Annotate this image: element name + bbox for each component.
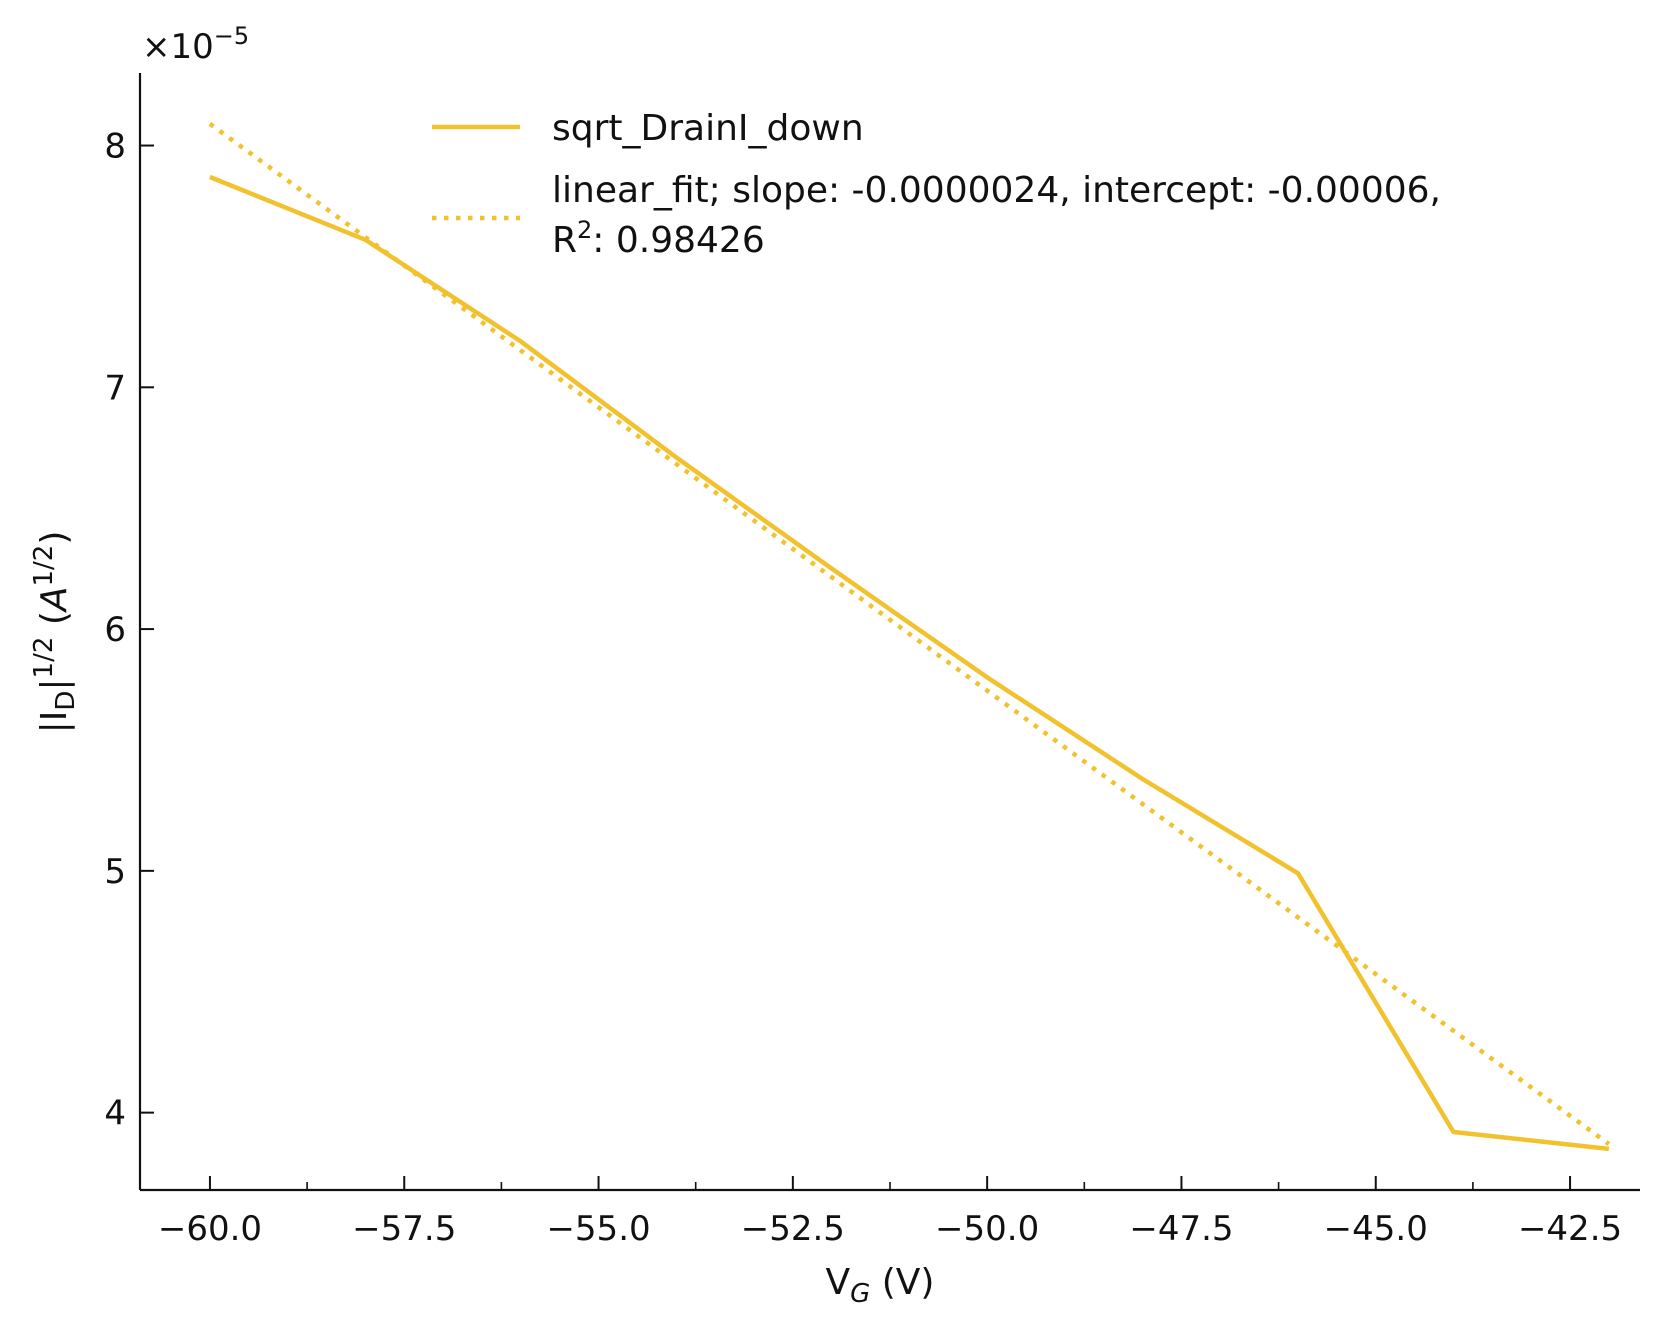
series-layer: [208, 121, 1611, 1152]
legend-label-series-2-line2: R2: 0.98426: [552, 216, 765, 261]
fit-line: [208, 121, 1611, 1146]
y-tick-label: 5: [104, 852, 126, 892]
data-line: [209, 174, 1610, 1152]
y-tick-label: 4: [104, 1094, 126, 1134]
x-tick-label: −47.5: [1129, 1209, 1233, 1249]
x-tick-label: −60.0: [158, 1209, 262, 1249]
y-ticks: 4 5 6 7 8: [104, 127, 154, 1134]
y-axis-title: |ID|1/2 (A1/2): [29, 531, 81, 734]
legend: sqrt_DrainI_down linear_fit; slope: -0.0…: [432, 108, 1441, 261]
legend-label-series-1: sqrt_DrainI_down: [552, 108, 864, 149]
x-axis-title: VG (V): [826, 1262, 935, 1309]
y-tick-label: 8: [104, 127, 126, 167]
x-ticks: −60.0 −57.5 −55.0 −52.5 −50.0 −47.5 −45.0 −42.5: [158, 1176, 1622, 1249]
y-tick-label: 7: [104, 368, 126, 408]
y-multiplier: ×10−5: [142, 22, 249, 67]
x-tick-label: −55.0: [546, 1209, 650, 1249]
x-tick-label: −52.5: [741, 1209, 845, 1249]
legend-label-series-2-line1: linear_fit; slope: -0.0000024, intercept…: [552, 170, 1441, 211]
x-tick-label: −57.5: [352, 1209, 456, 1249]
x-tick-label: −50.0: [935, 1209, 1039, 1249]
y-tick-label: 6: [104, 610, 126, 650]
x-tick-label: −45.0: [1324, 1209, 1428, 1249]
x-tick-label: −42.5: [1518, 1209, 1622, 1249]
